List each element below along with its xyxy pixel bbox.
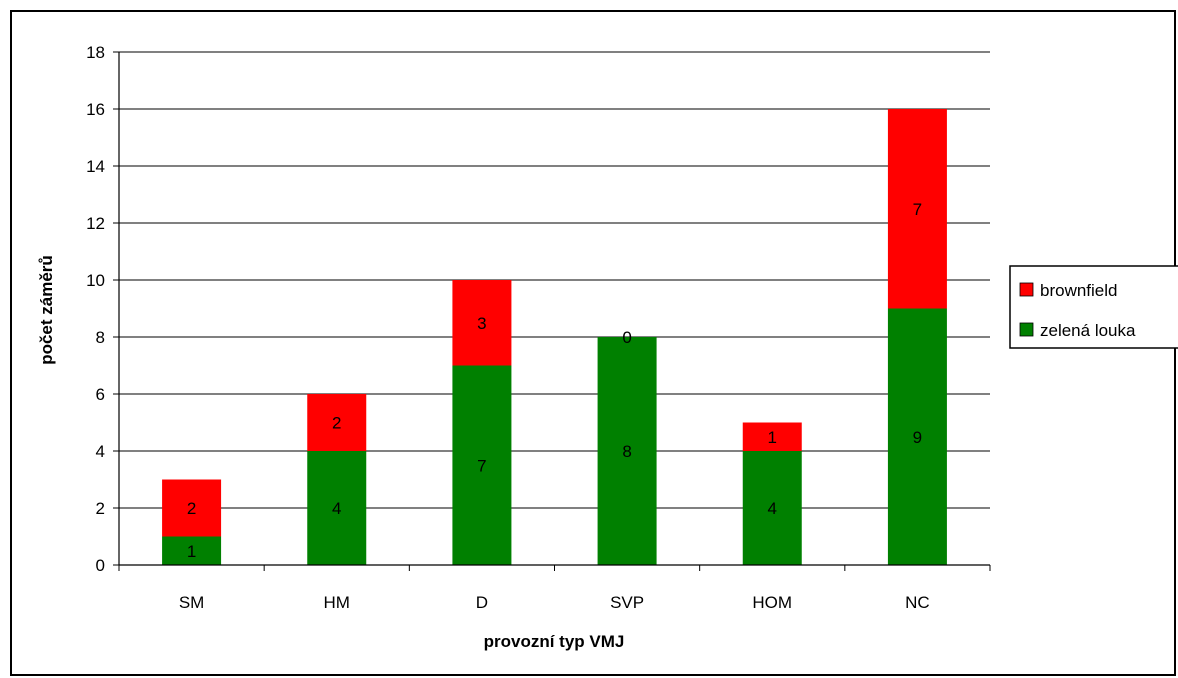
y-tick-label: 10 <box>86 271 105 290</box>
bar-segment <box>742 422 802 451</box>
data-labels: 1 2 4 2 7 3 8 0 4 1 9 7 <box>187 200 922 561</box>
legend: brownfield zelená louka <box>1009 265 1178 349</box>
bar-segment <box>452 280 512 366</box>
y-tick-label: 6 <box>96 385 105 404</box>
data-label: 0 <box>622 328 631 347</box>
y-tick-label: 4 <box>96 442 105 461</box>
y-tick-label: 18 <box>86 43 105 62</box>
bars <box>162 109 947 565</box>
data-label: 7 <box>913 200 922 219</box>
data-label: 1 <box>187 542 196 561</box>
data-label: 4 <box>768 499 777 518</box>
x-axis-title: provozní typ VMJ <box>484 632 625 651</box>
x-tick-label: HM <box>324 593 350 612</box>
data-label: 2 <box>187 499 196 518</box>
legend-swatch-zelena-louka <box>1019 322 1034 337</box>
data-label: 4 <box>332 499 341 518</box>
data-label: 9 <box>913 428 922 447</box>
y-tick-label: 14 <box>86 157 105 176</box>
bar-segment <box>742 451 802 565</box>
x-tick-label: SVP <box>610 593 644 612</box>
y-tick-label: 16 <box>86 100 105 119</box>
bar-segment <box>452 365 512 565</box>
bar-segment <box>887 308 947 565</box>
axes <box>113 51 991 571</box>
y-tick-label: 0 <box>96 556 105 575</box>
data-label: 2 <box>332 414 341 433</box>
data-label: 1 <box>768 428 777 447</box>
data-label: 3 <box>477 314 486 333</box>
bar-segment <box>307 394 367 451</box>
bar-segment <box>307 451 367 565</box>
y-tick-label: 8 <box>96 328 105 347</box>
gridlines <box>119 51 990 509</box>
y-axis-title: počet záměrů <box>37 255 56 365</box>
data-label: 8 <box>622 442 631 461</box>
legend-label-zelena-louka: zelená louka <box>1040 321 1136 340</box>
x-tick-label: NC <box>905 593 930 612</box>
bar-segment <box>162 536 222 565</box>
data-label: 7 <box>477 456 486 475</box>
bar-segment <box>162 479 222 537</box>
x-tick-label: D <box>476 593 488 612</box>
legend-swatch-brownfield <box>1019 282 1034 297</box>
y-tick-label: 2 <box>96 499 105 518</box>
legend-box <box>1009 265 1178 349</box>
y-tick-label: 12 <box>86 214 105 233</box>
bar-segment <box>887 109 947 309</box>
x-tick-label: HOM <box>752 593 792 612</box>
x-tick-label: SM <box>179 593 205 612</box>
legend-label-brownfield: brownfield <box>1040 281 1118 300</box>
bar-segment <box>597 337 657 565</box>
